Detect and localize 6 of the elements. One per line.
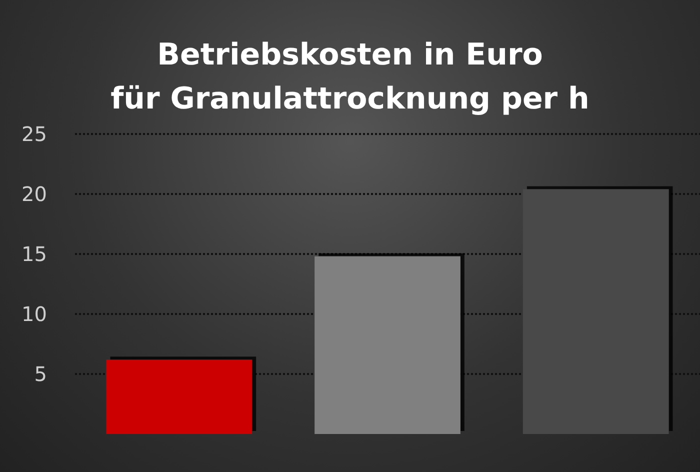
y-tick-label: 5 xyxy=(34,362,47,386)
y-tick-label: 10 xyxy=(22,302,47,326)
y-tick-label: 20 xyxy=(22,182,47,206)
chart-title: Betriebskosten in Euro für Granulattrocknung per h xyxy=(110,38,590,116)
y-tick-label: 15 xyxy=(22,242,47,266)
y-tick-label: 25 xyxy=(22,122,47,146)
